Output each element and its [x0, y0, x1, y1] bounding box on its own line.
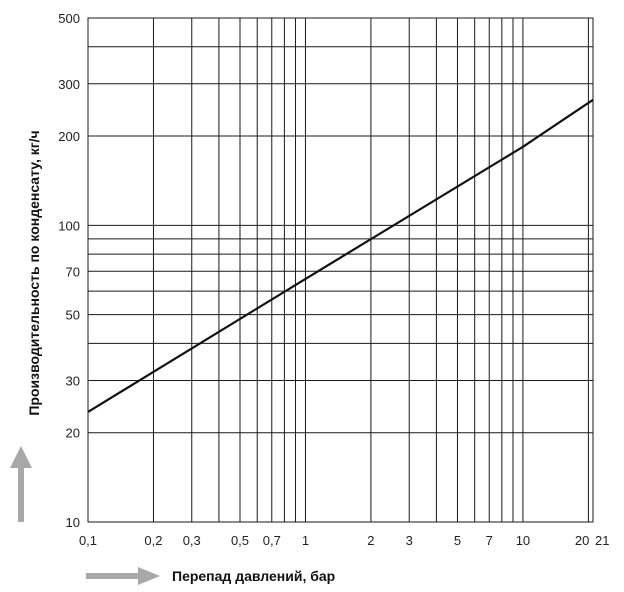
y-arrow-icon: [10, 446, 32, 522]
x-tick-label: 1: [302, 533, 309, 548]
y-tick-label: 20: [66, 426, 80, 441]
y-tick-label: 50: [66, 308, 80, 323]
x-tick-label: 2: [367, 533, 374, 548]
x-tick-label: 20: [575, 533, 589, 548]
x-tick-label: 0,2: [144, 533, 162, 548]
x-axis-title: Перепад давлений, бар: [172, 568, 335, 584]
y-tick-label: 70: [66, 264, 80, 279]
x-arrow-icon: [86, 567, 160, 585]
series-layer: [87, 98, 594, 413]
series-line: [87, 98, 594, 413]
y-tick-label: 10: [66, 515, 80, 530]
x-tick-label: 0,5: [231, 533, 249, 548]
x-tick-labels: 0,1 0,2 0,3 0,5 0,7 1 2 3 5 7 10 20 21: [79, 533, 610, 548]
x-tick-label: 0,1: [79, 533, 97, 548]
x-tick-label: 0,7: [263, 533, 281, 548]
y-tick-label: 30: [66, 373, 80, 388]
x-tick-label: 5: [454, 533, 461, 548]
y-axis-title: Производительность по конденсату, кг/ч: [26, 130, 42, 415]
x-tick-label: 0,3: [183, 533, 201, 548]
y-tick-label: 300: [58, 77, 80, 92]
y-tick-labels: 10 20 30 50 70 100 200 300 500: [58, 11, 80, 530]
x-tick-label: 10: [516, 533, 530, 548]
x-tick-label: 7: [486, 533, 493, 548]
grid-lines: [88, 18, 593, 522]
y-tick-label: 200: [58, 129, 80, 144]
plot-frame: [87, 17, 594, 523]
x-tick-label: 21: [595, 533, 609, 548]
y-tick-label: 500: [58, 11, 80, 26]
y-tick-label: 100: [58, 218, 80, 233]
x-tick-label: 3: [406, 533, 413, 548]
